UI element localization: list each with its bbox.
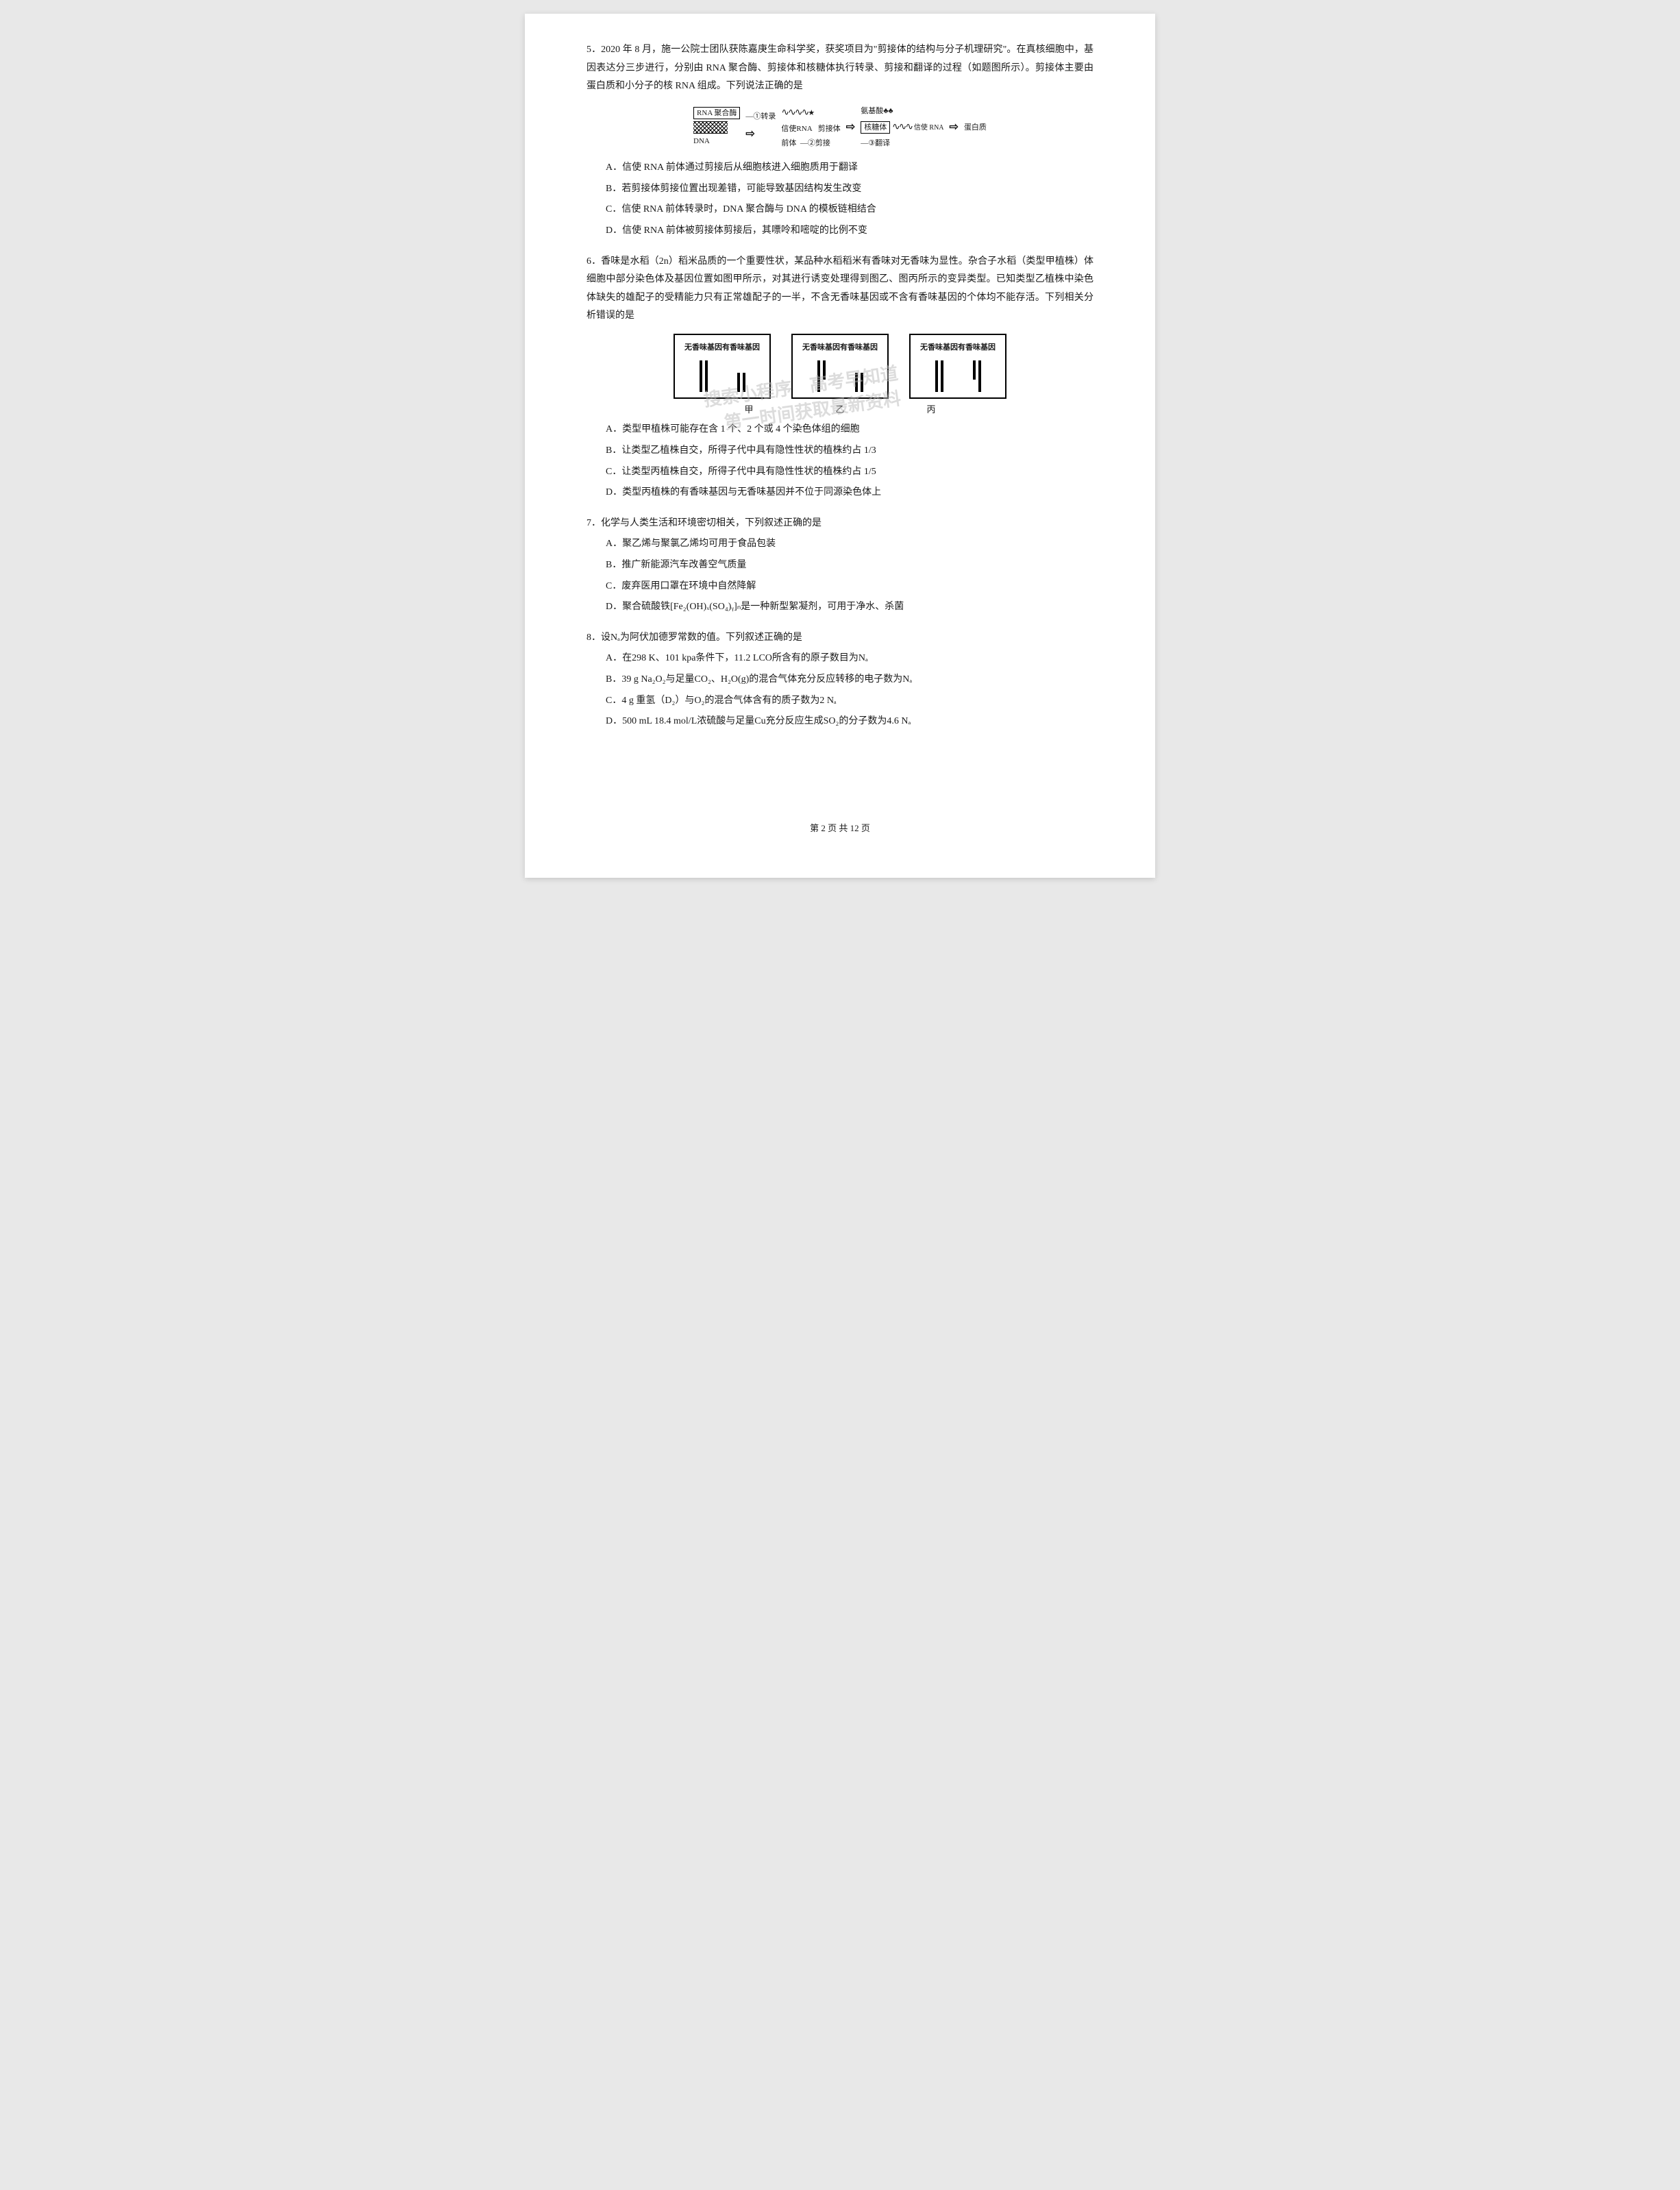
q6-noaroma-label: 无香味基因 <box>684 341 722 355</box>
q6-diagram: 无香味基因 有香味基因 无香味基因 有香味基因 <box>586 334 1094 399</box>
q8-option-b: B．39 g Na₂O₂与足量CO₂、H₂O(g)的混合气体充分反应转移的电子数… <box>586 671 1094 689</box>
q5-option-d: D．信使 RNA 前体被剪接体剪接后，其嘌呤和嘧啶的比例不变 <box>586 222 1094 241</box>
q5-mrna-label: 信使RNA <box>781 125 812 133</box>
q5-spliceosome-label: 剪接体 <box>818 125 841 133</box>
arrow-icon: ⇨ <box>846 117 855 138</box>
q5-aminoacid-label: 氨基酸 <box>861 107 883 115</box>
q5-splicing-label: ②剪接 <box>808 139 830 147</box>
q5-option-a: A．信使 RNA 前体通过剪接后从细胞核进入细胞质用于翻译 <box>586 159 1094 177</box>
arrow-icon: ⇨ <box>950 117 959 138</box>
q5-diagram: RNA 聚合酶 DNA —①转录 ⇨ ∿∿∿∿★ 信使RNA 剪接体 前体 —②… <box>586 104 1094 151</box>
q5-translation-label: ③翻译 <box>868 139 890 147</box>
q7-option-c: C．废弃医用口罩在环境中自然降解 <box>586 578 1094 596</box>
q5-ribosome-label: 核糖体 <box>861 121 890 134</box>
q6-aroma-label: 有香味基因 <box>840 341 878 355</box>
q5-protein-label: 蛋白质 <box>964 121 987 135</box>
q5-dna-label: DNA <box>693 137 710 145</box>
q6-bing-label: 丙 <box>927 402 936 419</box>
q6-box-bing: 无香味基因 有香味基因 <box>909 334 1006 399</box>
q7-option-a: A．聚乙烯与聚氯乙烯均可用于食品包装 <box>586 535 1094 554</box>
q8-option-a: A．在298 K、101 kpa条件下，11.2 LCO所含有的原子数目为Nₐ <box>586 650 1094 668</box>
q6-option-c: C．让类型丙植株自交，所得子代中具有隐性性状的植株约占 1/5 <box>586 463 1094 482</box>
q6-box-yi: 无香味基因 有香味基因 <box>791 334 889 399</box>
question-5: 5．2020 年 8 月，施一公院士团队获陈嘉庚生命科学奖，获奖项目为"剪接体的… <box>586 41 1094 241</box>
q7-text: 7．化学与人类生活和环境密切相关，下列叙述正确的是 <box>586 515 1094 533</box>
question-6: 6．香味是水稻（2n）稻米品质的一个重要性状，某品种水稻稻米有香味对无香味为显性… <box>586 253 1094 502</box>
q8-option-d: D．500 mL 18.4 mol/L浓硫酸与足量Cu充分反应生成SO₂的分子数… <box>586 713 1094 731</box>
q5-option-c: C．信使 RNA 前体转录时，DNA 聚合酶与 DNA 的模板链相结合 <box>586 201 1094 219</box>
q6-yi-label: 乙 <box>835 402 844 419</box>
q5-ribosome-node: 氨基酸♣♣ 核糖体 ∿∿∿ 信使 RNA —③翻译 <box>861 104 943 151</box>
q5-dna-node: RNA 聚合酶 DNA <box>693 106 740 149</box>
q6-box-captions: 甲 乙 丙 <box>586 402 1094 419</box>
page-footer: 第 2 页 共 12 页 <box>586 820 1094 837</box>
q5-text: 5．2020 年 8 月，施一公院士团队获陈嘉庚生命科学奖，获奖项目为"剪接体的… <box>586 41 1094 96</box>
q5-mrna2-label: 信使 RNA <box>914 124 944 132</box>
q5-step1: —①转录 ⇨ <box>745 110 776 145</box>
q6-option-d: D．类型丙植株的有香味基因与无香味基因并不位于同源染色体上 <box>586 484 1094 502</box>
q5-premrna-node: ∿∿∿∿★ 信使RNA 剪接体 前体 —②剪接 <box>781 104 840 151</box>
q5-option-b: B．若剪接体剪接位置出现差错，可能导致基因结构发生改变 <box>586 180 1094 199</box>
question-7: 7．化学与人类生活和环境密切相关，下列叙述正确的是 A．聚乙烯与聚氯乙烯均可用于… <box>586 515 1094 617</box>
mrna-wave-icon: ∿∿∿ <box>892 119 912 137</box>
q7-option-b: B．推广新能源汽车改善空气质量 <box>586 556 1094 575</box>
q6-noaroma-label: 无香味基因 <box>920 341 958 355</box>
exam-page: 5．2020 年 8 月，施一公院士团队获陈嘉庚生命科学奖，获奖项目为"剪接体的… <box>525 14 1155 878</box>
q6-aroma-label: 有香味基因 <box>722 341 760 355</box>
q6-option-a: A．类型甲植株可能存在含 1 个、2 个或 4 个染色体组的细胞 <box>586 421 1094 439</box>
q5-transcription-label: ①转录 <box>753 112 776 121</box>
q6-option-b: B．让类型乙植株自交，所得子代中具有隐性性状的植株约占 1/3 <box>586 442 1094 460</box>
q5-rna-polymerase-label: RNA 聚合酶 <box>693 107 740 119</box>
question-8: 8．设Nₐ为阿伏加德罗常数的值。下列叙述正确的是 A．在298 K、101 kp… <box>586 629 1094 731</box>
q7-option-d: D．聚合硫酸铁[Fe₂(OH)ₓ(SO₄)ᵧ]ₙ是一种新型絮凝剂，可用于净水、杀… <box>586 598 1094 617</box>
q6-box-jia: 无香味基因 有香味基因 <box>674 334 771 399</box>
q8-option-c: C．4 g 重氢（D₂）与O₂的混合气体含有的质子数为2 Nₐ <box>586 692 1094 711</box>
q5-precursor-label: 前体 <box>781 139 796 147</box>
q8-text: 8．设Nₐ为阿伏加德罗常数的值。下列叙述正确的是 <box>586 629 1094 648</box>
q6-aroma-label: 有香味基因 <box>958 341 996 355</box>
dna-icon <box>693 121 728 134</box>
arrow-icon: ⇨ <box>745 128 754 140</box>
q6-jia-label: 甲 <box>744 402 753 419</box>
rna-wave-icon: ∿∿∿∿ <box>781 104 808 123</box>
q6-noaroma-label: 无香味基因 <box>802 341 840 355</box>
q6-text: 6．香味是水稻（2n）稻米品质的一个重要性状，某品种水稻稻米有香味对无香味为显性… <box>586 253 1094 325</box>
